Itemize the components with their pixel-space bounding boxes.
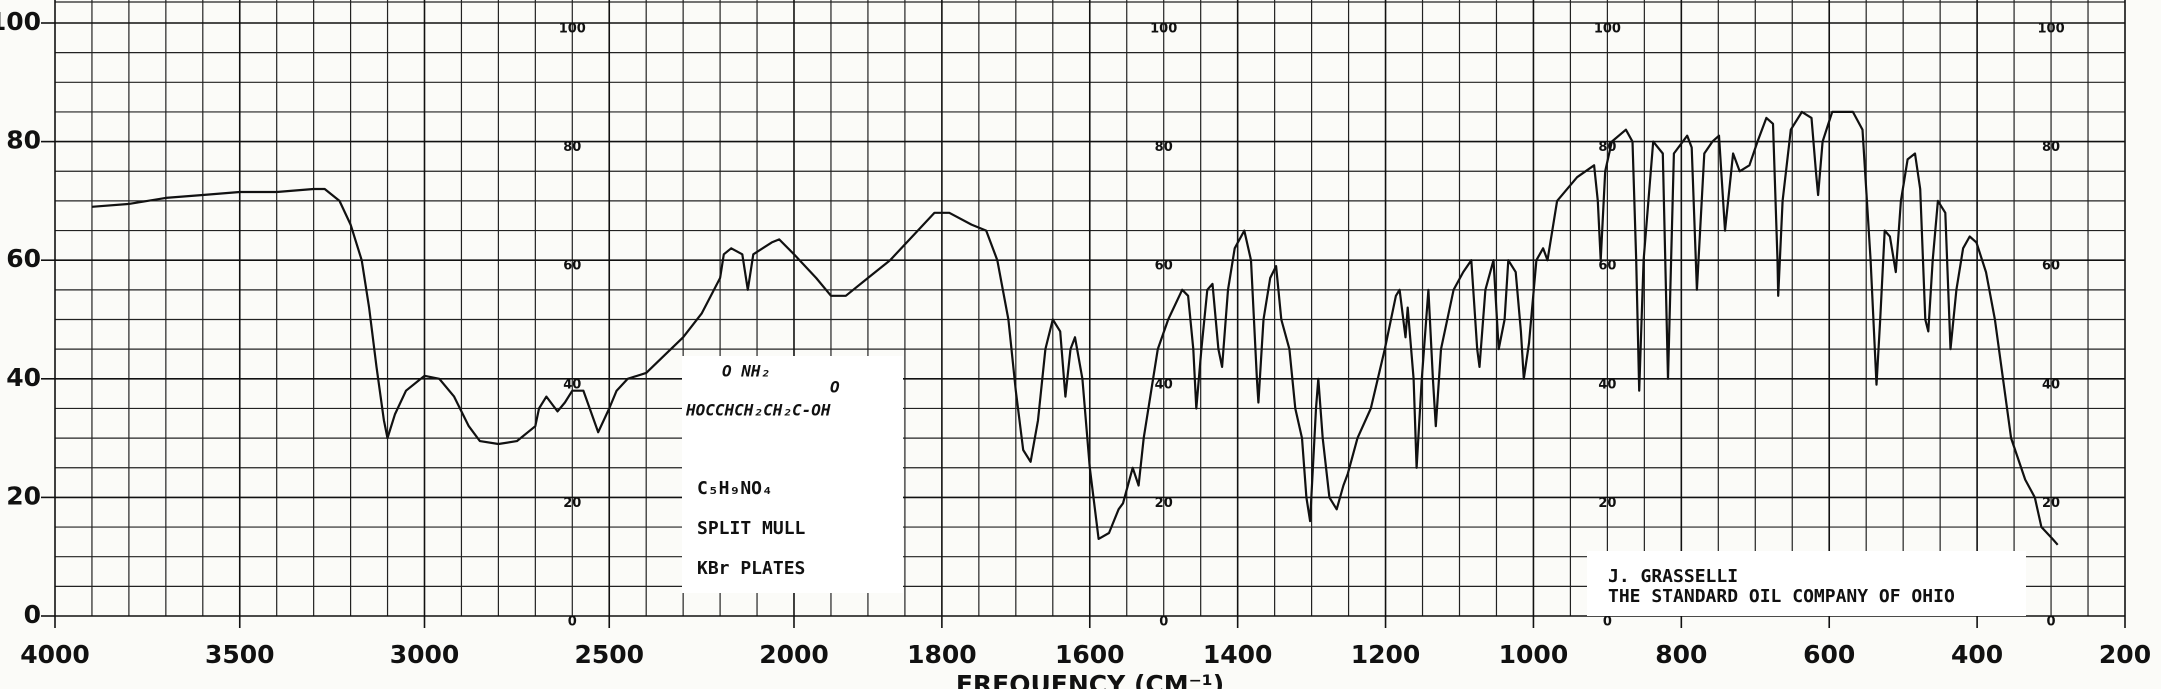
x-tick-label: 1800 xyxy=(907,640,977,669)
x-tick-label: 1400 xyxy=(1203,640,1273,669)
company: THE STANDARD OIL COMPANY OF OHIO xyxy=(1608,586,1955,607)
inner-scale-label: 0 xyxy=(1159,615,1168,630)
formula: C₅H₉NO₄ xyxy=(697,478,773,499)
inner-scale-label: 60 xyxy=(1598,259,1616,274)
author: J. GRASSELLI xyxy=(1608,566,1738,587)
structure-top: O NH₂ xyxy=(722,362,770,381)
inner-scale-label: 20 xyxy=(2042,496,2060,511)
inner-scale-label: 60 xyxy=(563,259,581,274)
structure: HOCCHCH₂CH₂C-OH xyxy=(685,401,831,420)
annotation-box xyxy=(682,356,903,593)
x-tick-label: 2500 xyxy=(574,640,644,669)
inner-scale-label: 0 xyxy=(2047,615,2056,630)
inner-scale-label: 80 xyxy=(2042,140,2060,155)
x-tick-label: 1600 xyxy=(1055,640,1125,669)
inner-scale-label: 100 xyxy=(1594,22,1621,37)
inner-scale-label: 60 xyxy=(1155,259,1173,274)
x-tick-label: 2000 xyxy=(759,640,829,669)
x-tick-label: 1000 xyxy=(1499,640,1569,669)
y-tick-label: 80 xyxy=(6,126,41,155)
inner-scale-label: 0 xyxy=(568,615,577,630)
y-tick-label: 60 xyxy=(6,244,41,273)
inner-scale-label: 80 xyxy=(1155,140,1173,155)
inner-scale-label: 100 xyxy=(559,22,586,37)
method: SPLIT MULL xyxy=(697,518,806,539)
structure-top-right: O xyxy=(830,378,840,397)
marks xyxy=(91,110,2059,546)
inner-scale-label: 20 xyxy=(563,496,581,511)
y-tick-label: 20 xyxy=(6,481,41,510)
credit-box xyxy=(1587,551,2026,616)
inner-scale-label: 100 xyxy=(2037,22,2064,37)
inner-scale-label: 40 xyxy=(2042,377,2060,392)
x-tick-label: 800 xyxy=(1655,640,1707,669)
x-tick-label: 200 xyxy=(2099,640,2151,669)
x-tick-label: 600 xyxy=(1803,640,1855,669)
inner-scale-label: 80 xyxy=(1598,140,1616,155)
x-tick-label: 3500 xyxy=(205,640,275,669)
x-tick-label: 1200 xyxy=(1351,640,1421,669)
inner-scale-label: 60 xyxy=(2042,259,2060,274)
inner-scale-label: 0 xyxy=(1603,615,1612,630)
x-tick-label: 400 xyxy=(1951,640,2003,669)
x-tick-label: 4000 xyxy=(20,640,90,669)
inner-scale-label: 80 xyxy=(563,140,581,155)
y-tick-label: 40 xyxy=(6,363,41,392)
inner-scale-label: 40 xyxy=(1155,377,1173,392)
inner-scale-label: 40 xyxy=(563,377,581,392)
plates: KBr PLATES xyxy=(697,558,805,579)
x-axis-title: FREQUENCY (CM⁻¹) xyxy=(956,670,1224,689)
x-tick-label: 3000 xyxy=(390,640,460,669)
spectrum-line xyxy=(91,110,2059,546)
inner-scale-label: 100 xyxy=(1150,22,1177,37)
inner-scale-label: 20 xyxy=(1155,496,1173,511)
y-tick-label: 0 xyxy=(24,600,41,629)
y-tick-label: 100 xyxy=(0,7,41,36)
inner-scale-label: 20 xyxy=(1598,496,1616,511)
inner-scale-label: 40 xyxy=(1598,377,1616,392)
